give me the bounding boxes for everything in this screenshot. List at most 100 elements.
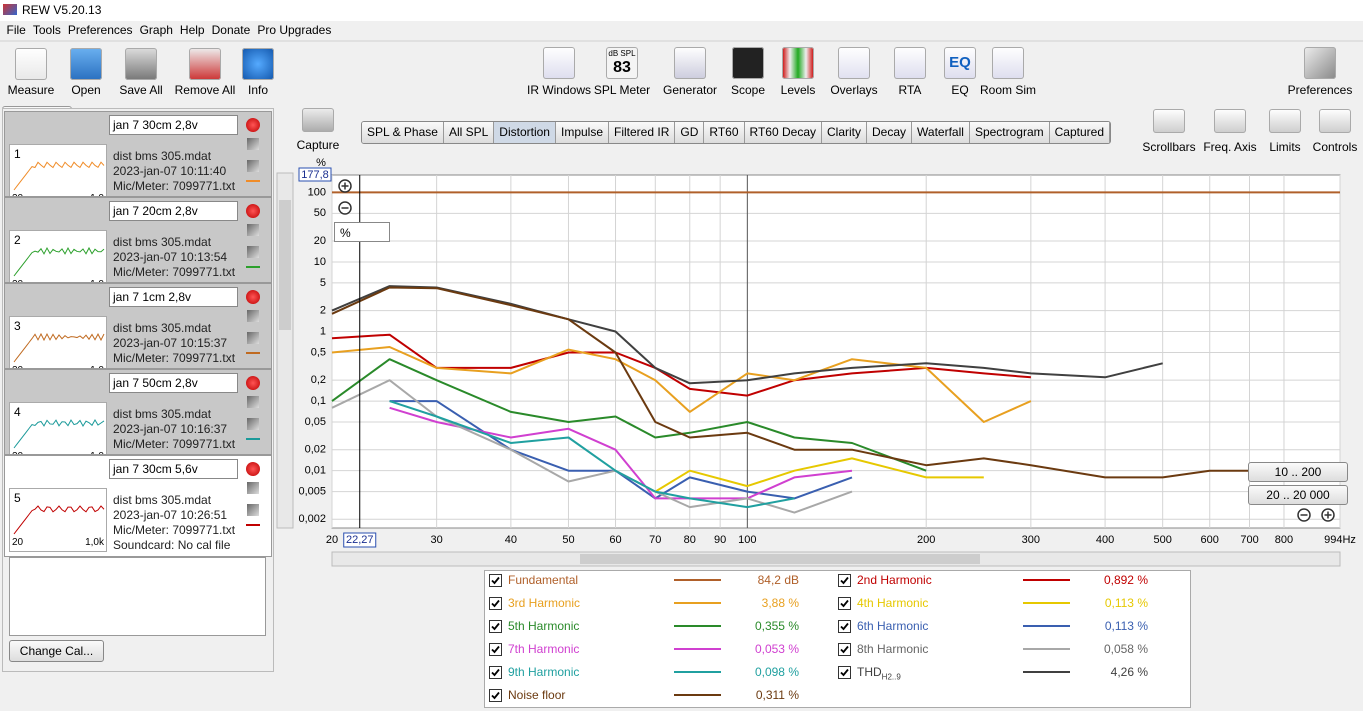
graph-tab[interactable]: RT60 Decay [744,122,822,143]
toolbar-icon[interactable] [242,48,274,80]
toolbar-icon[interactable] [543,47,575,79]
menu-item[interactable]: Help [179,23,205,37]
graph-tool-icon[interactable] [1269,109,1301,133]
measurement-tool-icon[interactable] [247,138,259,150]
toolbar-icon[interactable] [944,47,976,79]
toolbar-button-label[interactable]: Preferences [1287,83,1353,97]
graph-tab[interactable]: RT60 [704,122,745,143]
menu-item[interactable]: Donate [211,23,251,37]
graph-tool-label[interactable]: Scrollbars [1142,140,1196,154]
legend-checkbox[interactable] [489,574,502,587]
toolbar-icon[interactable] [70,48,102,80]
measurement-tool-icon[interactable] [247,246,259,258]
measurement-item[interactable]: jan 7 50cm 2,8v 4 20 1,0 dist bms 305.mdat20… [4,369,272,455]
toolbar-icon[interactable] [125,48,157,80]
range-button[interactable]: 20 .. 20 000 [1248,485,1348,505]
measurement-name-field[interactable]: jan 7 30cm 2,8v [109,115,238,135]
toolbar-button-label[interactable]: IR Windows [526,83,591,97]
graph-tool-icon[interactable] [1319,109,1351,133]
measurement-tool-icon[interactable] [247,224,259,236]
capture-label[interactable]: Capture [296,138,340,152]
toolbar-icon[interactable] [732,47,764,79]
toolbar-button-label[interactable]: RTA [898,83,922,97]
toolbar-button-label[interactable]: Save All [119,83,163,97]
delete-button[interactable] [246,204,260,218]
legend-checkbox[interactable] [489,597,502,610]
measurement-color-swatch[interactable] [246,180,260,182]
measurement-tool-icon[interactable] [247,160,259,172]
toolbar-icon[interactable] [992,47,1024,79]
capture-icon[interactable] [302,108,334,132]
measurement-color-swatch[interactable] [246,438,260,440]
legend-checkbox[interactable] [838,643,851,656]
toolbar-button-label[interactable]: Generator [662,83,718,97]
measurement-item[interactable]: jan 7 30cm 5,6v 5 20 1,0k dist bms 305.mdat 2… [4,455,272,557]
graph-tab[interactable]: Decay [867,122,913,143]
toolbar-button-label[interactable]: Scope [730,83,766,97]
measurement-color-swatch[interactable] [246,266,260,268]
delete-button[interactable] [246,376,260,390]
change-cal-button[interactable]: Change Cal... [9,640,104,662]
menu-item[interactable]: Preferences [67,23,133,37]
measurement-tool-icon[interactable] [247,418,259,430]
measurement-item[interactable]: jan 7 1cm 2,8v 3 20 1,0 dist bms 305.mdat202… [4,283,272,369]
graph-tool-icon[interactable] [1214,109,1246,133]
range-button[interactable]: 10 .. 200 [1248,462,1348,482]
legend-checkbox[interactable] [489,666,502,679]
measurement-color-swatch[interactable] [246,352,260,354]
graph-tab[interactable]: Clarity [822,122,868,143]
measurement-name-field[interactable]: jan 7 30cm 5,6v [109,459,238,479]
measurement-name-field[interactable]: jan 7 20cm 2,8v [109,201,238,221]
graph-tool-label[interactable]: Limits [1269,140,1301,154]
legend-checkbox[interactable] [489,620,502,633]
toolbar-button-label[interactable]: Open [71,83,101,97]
toolbar-button-label[interactable]: EQ [951,83,969,97]
toolbar-button-label[interactable]: Info [247,83,268,97]
delete-button[interactable] [246,290,260,304]
measurement-color-swatch[interactable] [246,524,260,526]
toolbar-button-label[interactable]: Measure [7,83,55,97]
menu-item[interactable]: File [6,23,26,37]
toolbar-button-label[interactable]: SPL Meter [593,83,651,97]
graph-tab[interactable]: Impulse [555,122,610,143]
measurement-item[interactable]: jan 7 20cm 2,8v 2 20 1,0 dist bms 305.mdat20… [4,197,272,283]
graph-tab[interactable]: Waterfall [912,122,970,143]
graph-tab[interactable]: GD [675,122,705,143]
graph-tab[interactable]: Captured [1049,122,1111,143]
zoom-in-button[interactable] [1321,508,1335,522]
measurement-item[interactable]: jan 7 30cm 2,8v 1 20 1,0 dist bms 305.mdat20… [4,111,272,197]
measurement-name-field[interactable]: jan 7 1cm 2,8v [109,287,238,307]
measurement-tool-icon[interactable] [247,332,259,344]
graph-tab[interactable]: All SPL [443,122,495,143]
toolbar-button-label[interactable]: Overlays [830,83,878,97]
graph-tool-icon[interactable] [1153,109,1185,133]
toolbar-icon[interactable] [782,47,814,79]
toolbar-button-label[interactable]: Levels [780,83,816,97]
graph-tab[interactable]: SPL & Phase [362,122,444,143]
toolbar-icon[interactable] [606,47,638,79]
menu-item[interactable]: Tools [32,23,61,37]
measurement-tool-icon[interactable] [247,482,259,494]
toolbar-icon[interactable] [15,48,47,80]
toolbar-icon[interactable] [894,47,926,79]
delete-button[interactable] [246,118,260,132]
toolbar-icon[interactable] [674,47,706,79]
graph-tool-label[interactable]: Freq. Axis [1203,140,1257,154]
legend-checkbox[interactable] [489,689,502,702]
legend-checkbox[interactable] [838,574,851,587]
legend-checkbox[interactable] [838,620,851,633]
graph-tool-label[interactable]: Controls [1312,140,1358,154]
toolbar-button-label[interactable]: Remove All [174,83,236,97]
graph-tab[interactable]: Filtered IR [609,122,676,143]
toolbar-icon[interactable] [838,47,870,79]
graph-tab[interactable]: Distortion [494,122,556,143]
measurement-tool-icon[interactable] [247,504,259,516]
legend-checkbox[interactable] [489,643,502,656]
menu-item[interactable]: Graph [139,23,173,37]
legend-checkbox[interactable] [838,597,851,610]
zoom-out-button[interactable] [338,201,352,215]
toolbar-icon[interactable] [1304,47,1336,79]
unit-select[interactable]: % [334,222,390,242]
measurement-tool-icon[interactable] [247,310,259,322]
toolbar-button-label[interactable]: Room Sim [979,83,1036,97]
